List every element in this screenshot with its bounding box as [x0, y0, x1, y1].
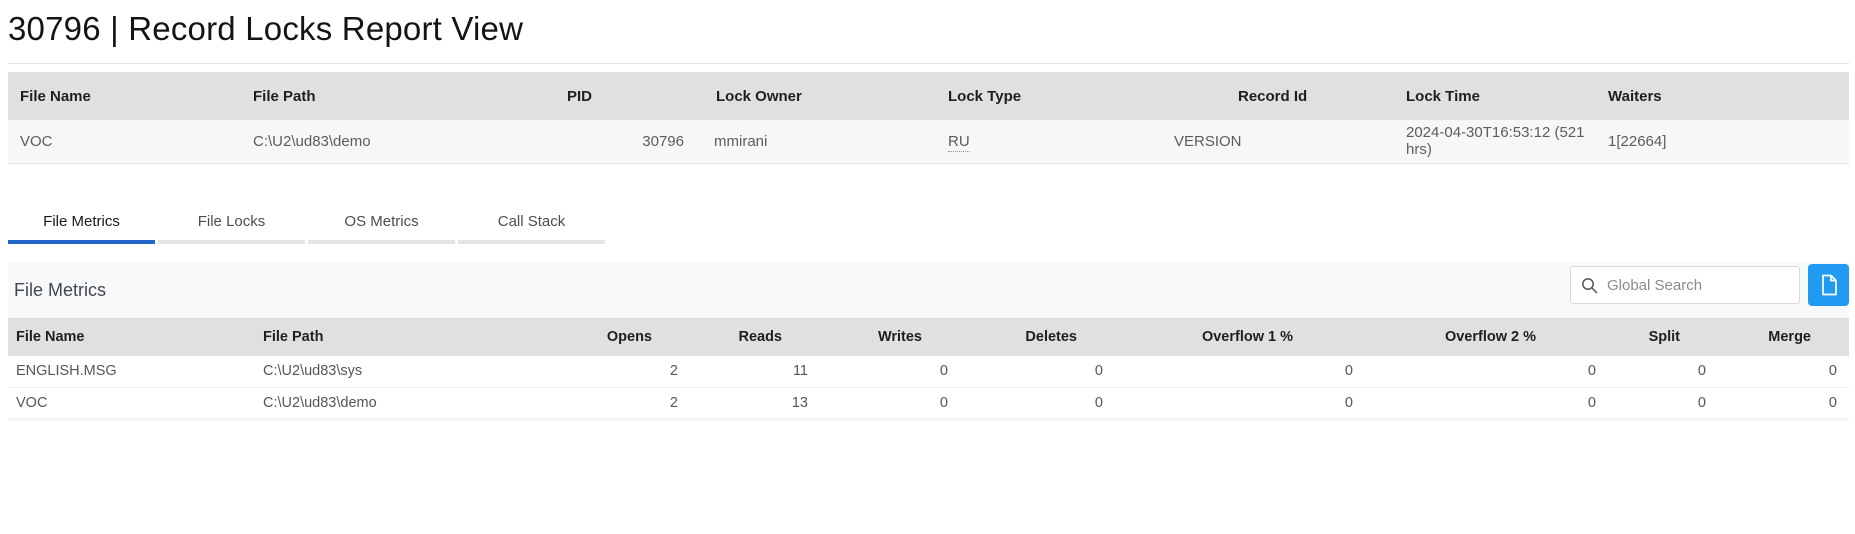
locks-col-file-path: File Path: [245, 72, 558, 120]
metric-file-name: VOC: [8, 387, 255, 419]
metrics-col-merge: Merge: [1718, 318, 1849, 356]
metric-split: 0: [1608, 387, 1718, 419]
locks-header-row: File Name File Path PID Lock Owner Lock …: [8, 72, 1849, 120]
metrics-col-file-name: File Name: [8, 318, 255, 356]
lock-waiters: 1[22664]: [1600, 120, 1849, 164]
global-search: [1570, 266, 1800, 304]
metric-writes: 0: [820, 356, 960, 388]
tab-strip: File Metrics File Locks OS Metrics Call …: [8, 205, 608, 244]
lock-pid: 30796: [558, 120, 700, 164]
metrics-col-overflow-1: Overflow 1 %: [1115, 318, 1365, 356]
metric-opens: 2: [600, 356, 690, 388]
page-title: 30796 | Record Locks Report View: [8, 10, 524, 47]
lock-type-link[interactable]: RU: [948, 132, 970, 152]
metric-writes: 0: [820, 387, 960, 419]
metrics-col-overflow-2: Overflow 2 %: [1365, 318, 1608, 356]
lock-owner: mmirani: [700, 120, 940, 164]
tab-os-metrics[interactable]: OS Metrics: [308, 205, 455, 244]
metrics-col-opens: Opens: [600, 318, 690, 356]
metrics-col-split: Split: [1608, 318, 1718, 356]
metrics-col-file-path: File Path: [255, 318, 600, 356]
record-locks-table: File Name File Path PID Lock Owner Lock …: [8, 72, 1849, 164]
metrics-col-reads: Reads: [690, 318, 820, 356]
metrics-row[interactable]: VOC C:\U2\ud83\demo 2 13 0 0 0 0 0 0: [8, 387, 1849, 419]
metrics-header-row: File Name File Path Opens Reads Writes D…: [8, 318, 1849, 356]
metric-split: 0: [1608, 356, 1718, 388]
metric-deletes: 0: [960, 387, 1115, 419]
metric-merge: 0: [1718, 387, 1849, 419]
metric-opens: 2: [600, 387, 690, 419]
metric-file-name: ENGLISH.MSG: [8, 356, 255, 388]
locks-col-lock-time: Lock Time: [1398, 72, 1600, 120]
metric-overflow-2: 0: [1365, 387, 1608, 419]
tab-call-stack[interactable]: Call Stack: [458, 205, 605, 244]
search-icon: [1582, 278, 1598, 294]
panel-header: File Metrics: [8, 262, 1849, 318]
locks-col-record-id: Record Id: [1166, 72, 1398, 120]
tab-file-metrics[interactable]: File Metrics: [8, 205, 155, 244]
divider: [8, 63, 1849, 64]
metric-file-path: C:\U2\ud83\sys: [255, 356, 600, 388]
metric-overflow-1: 0: [1115, 387, 1365, 419]
panel-title: File Metrics: [14, 280, 107, 300]
metric-merge: 0: [1718, 356, 1849, 388]
export-button[interactable]: [1808, 264, 1849, 306]
locks-col-lock-owner: Lock Owner: [700, 72, 940, 120]
metric-deletes: 0: [960, 356, 1115, 388]
metric-file-path: C:\U2\ud83\demo: [255, 387, 600, 419]
tab-file-locks[interactable]: File Locks: [158, 205, 305, 244]
metrics-col-writes: Writes: [820, 318, 960, 356]
lock-row[interactable]: VOC C:\U2\ud83\demo 30796 mmirani RU VER…: [8, 120, 1849, 164]
metric-overflow-2: 0: [1365, 356, 1608, 388]
file-metrics-table: File Name File Path Opens Reads Writes D…: [8, 318, 1849, 419]
lock-time: 2024-04-30T16:53:12 (521 hrs): [1398, 120, 1600, 164]
locks-col-pid: PID: [558, 72, 700, 120]
metrics-row[interactable]: ENGLISH.MSG C:\U2\ud83\sys 2 11 0 0 0 0 …: [8, 356, 1849, 388]
metric-reads: 11: [690, 356, 820, 388]
metrics-col-deletes: Deletes: [960, 318, 1115, 356]
file-metrics-panel: File Metrics: [8, 262, 1849, 421]
global-search-input[interactable]: [1571, 267, 1799, 303]
metric-reads: 13: [690, 387, 820, 419]
metric-overflow-1: 0: [1115, 356, 1365, 388]
lock-type-cell: RU: [940, 120, 1166, 164]
locks-col-file-name: File Name: [8, 72, 245, 120]
file-document-icon: [1821, 274, 1837, 296]
lock-record-id: VERSION: [1166, 120, 1398, 164]
lock-file-name: VOC: [8, 120, 245, 164]
lock-file-path: C:\U2\ud83\demo: [245, 120, 558, 164]
locks-col-waiters: Waiters: [1600, 72, 1849, 120]
locks-col-lock-type: Lock Type: [940, 72, 1166, 120]
